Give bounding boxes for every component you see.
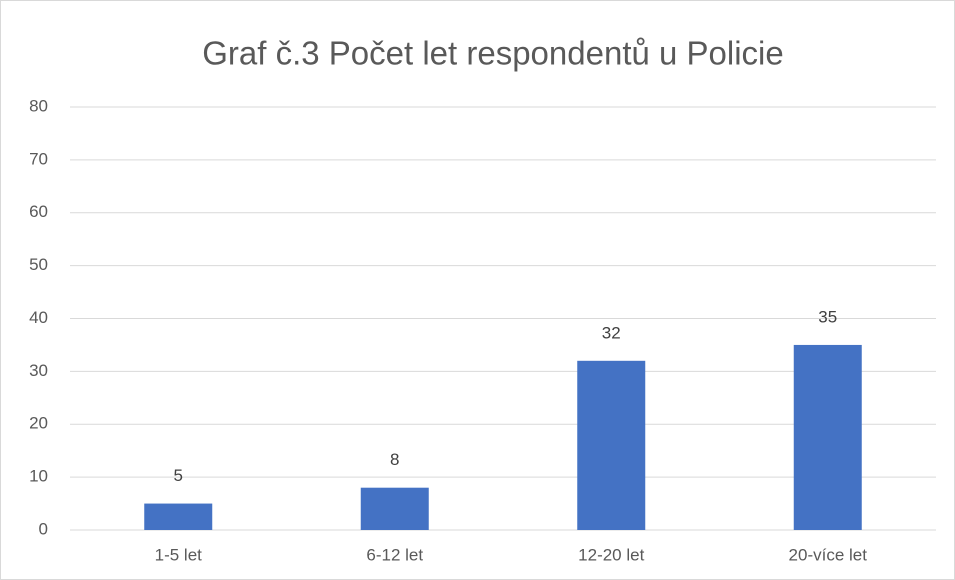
y-tick-label: 40	[29, 308, 48, 327]
y-tick-label: 30	[29, 361, 48, 380]
data-label: 5	[174, 466, 183, 485]
bar	[793, 344, 862, 530]
bar	[144, 503, 213, 530]
y-tick-label: 60	[29, 202, 48, 221]
x-tick-label: 6-12 let	[366, 545, 423, 564]
y-tick-label: 70	[29, 149, 48, 168]
y-tick-label: 20	[29, 414, 48, 433]
y-tick-label: 50	[29, 255, 48, 274]
x-tick-label: 1-5 let	[155, 545, 203, 564]
data-label: 8	[390, 450, 399, 469]
bar	[577, 360, 646, 530]
data-label: 32	[602, 323, 621, 342]
y-tick-label: 0	[39, 519, 48, 538]
x-tick-label: 12-20 let	[578, 545, 644, 564]
y-tick-label: 10	[29, 467, 48, 486]
x-tick-label: 20-více let	[789, 545, 868, 564]
bar	[360, 487, 429, 530]
y-tick-label: 80	[29, 96, 48, 115]
data-label: 35	[818, 307, 837, 326]
chart-title: Graf č.3 Počet let respondentů u Policie	[202, 35, 784, 72]
